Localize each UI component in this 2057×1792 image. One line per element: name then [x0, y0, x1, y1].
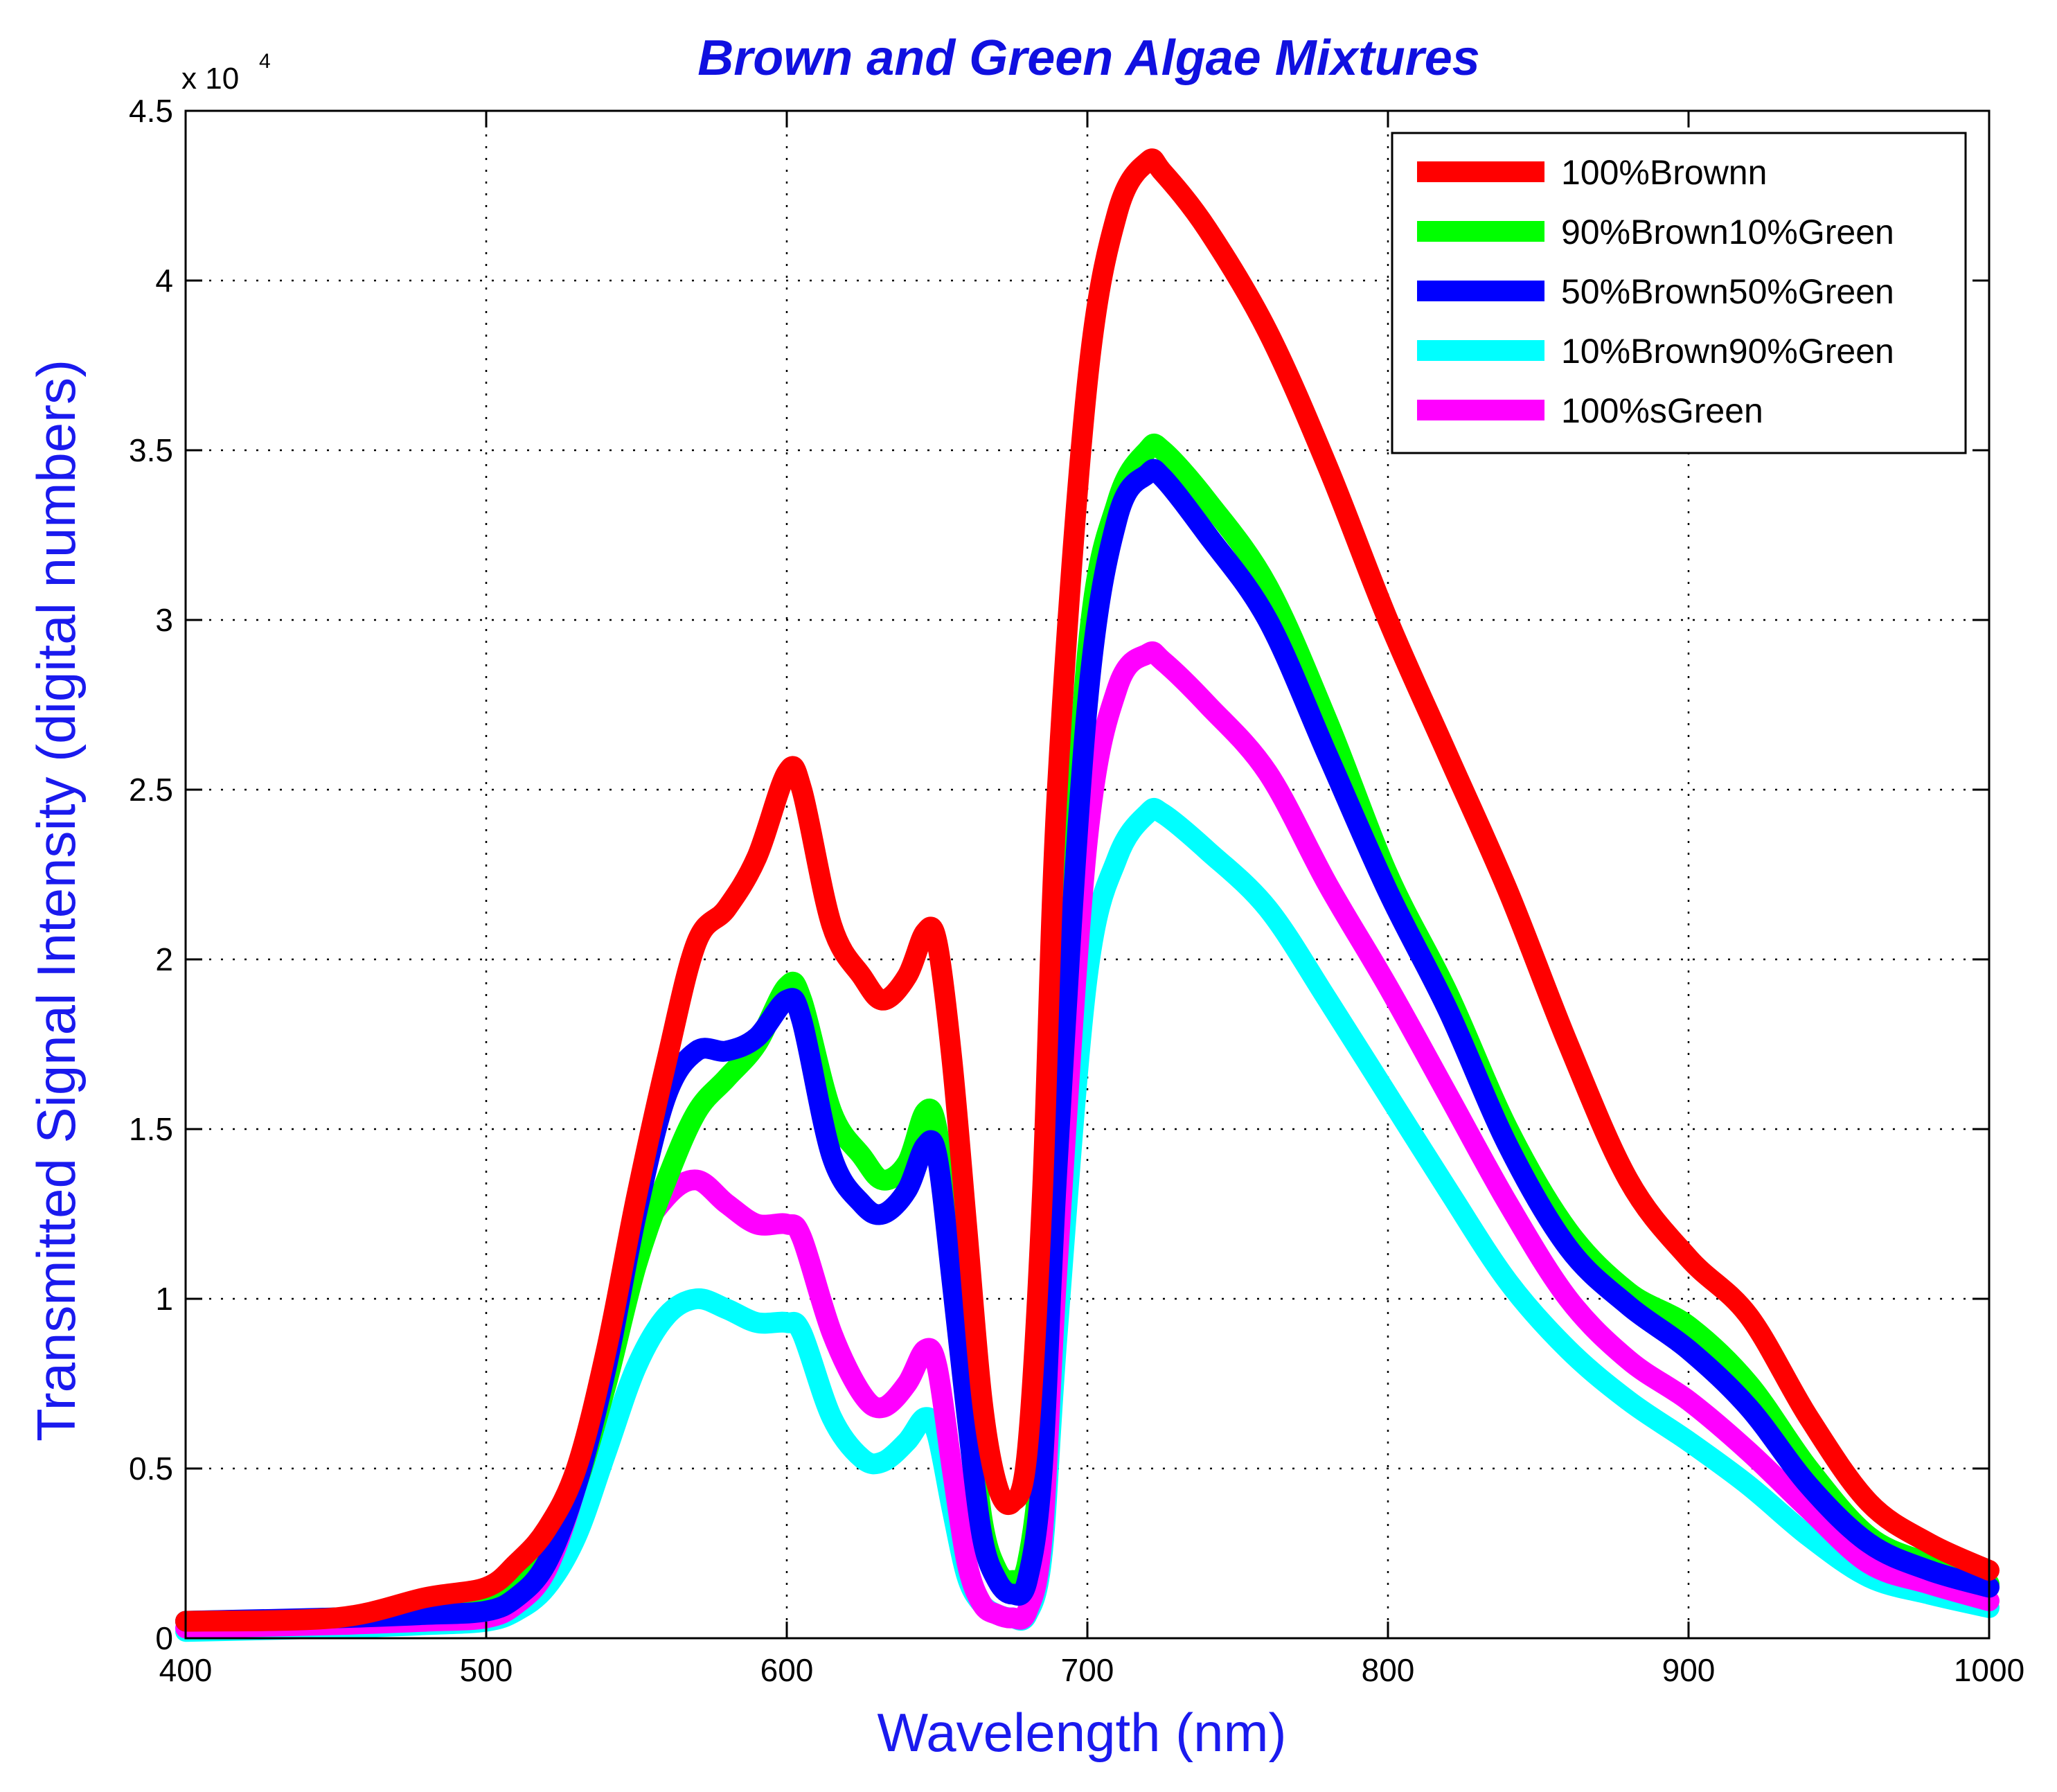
x-tick-label-6: 1000	[1954, 1652, 2024, 1688]
y-tick-label-8: 4	[155, 263, 173, 299]
legend-label-0: 100%Brownn	[1561, 153, 1767, 192]
series-line-0	[175, 148, 2000, 1632]
legend-label-3: 10%Brown90%Green	[1561, 332, 1894, 371]
x-axis-ticks: 400 500 600 700 800 900 1000	[159, 111, 2024, 1688]
y-tick-label-5: 2.5	[129, 772, 173, 808]
y-exponent-label: x 10 4	[181, 50, 271, 96]
y-exponent-power: 4	[259, 50, 271, 73]
y-tick-label-1: 0.5	[129, 1451, 173, 1487]
y-tick-label-0: 0	[155, 1620, 173, 1656]
y-tick-label-9: 4.5	[129, 93, 173, 129]
legend: 100%Brownn 90%Brown10%Green 50%Brown50%Gre…	[1391, 132, 1967, 454]
x-tick-label-5: 900	[1662, 1652, 1716, 1688]
y-exponent-base: x 10	[181, 62, 239, 96]
series-layer	[175, 148, 2000, 1642]
x-axis-label: Wavelength (nm)	[878, 1702, 1287, 1763]
x-tick-label-4: 800	[1362, 1652, 1415, 1688]
x-tick-label-3: 700	[1061, 1652, 1114, 1688]
legend-label-2: 50%Brown50%Green	[1561, 272, 1894, 311]
x-tick-label-0: 400	[159, 1652, 213, 1688]
y-tick-label-2: 1	[155, 1281, 173, 1317]
legend-label-1: 90%Brown10%Green	[1561, 213, 1894, 251]
y-axis-ticks: 0 0.5 1 1.5 2 2.5 3 3.5 4 4.5	[129, 93, 1989, 1656]
y-axis-label: Transmitted Signal Intensity (digital nu…	[26, 360, 87, 1441]
y-tick-label-4: 2	[155, 941, 173, 977]
x-tick-label-2: 600	[760, 1652, 814, 1688]
y-tick-label-6: 3	[155, 602, 173, 638]
y-tick-label-3: 1.5	[129, 1111, 173, 1147]
x-tick-label-1: 500	[460, 1652, 513, 1688]
legend-label-4: 100%sGreen	[1561, 391, 1763, 430]
grid-lines	[186, 111, 1989, 1638]
chart-title: Brown and Green Algae Mixtures	[697, 30, 1480, 86]
y-tick-label-7: 3.5	[129, 432, 173, 468]
